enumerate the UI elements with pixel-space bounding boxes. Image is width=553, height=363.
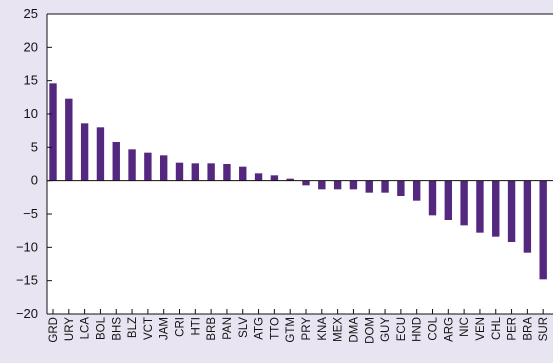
x-tick-label-hnd: HND <box>412 317 424 342</box>
x-tick-label-pan: PAN <box>222 317 234 340</box>
x-tick-label-arg: ARG <box>443 317 455 342</box>
bar-blz <box>128 149 136 181</box>
bar-tto <box>270 175 279 181</box>
y-tick-label: −10 <box>16 239 38 254</box>
bar-chl <box>492 180 500 237</box>
y-tick-label: 25 <box>24 6 38 21</box>
bar-ven <box>476 180 484 233</box>
axes-group <box>46 13 553 315</box>
bar-brb <box>207 163 215 181</box>
x-tick-label-grd: GRD <box>48 317 60 343</box>
bar-pry <box>302 180 310 186</box>
x-tick-label-hti: HTI <box>190 317 202 336</box>
x-tick-label-kna: KNA <box>317 317 329 341</box>
bar-per <box>507 180 516 242</box>
y-tick-label: 10 <box>24 106 38 121</box>
x-tick-label-chl: CHL <box>491 316 503 340</box>
bar-gtm <box>286 178 294 181</box>
x-tick-label-per: PER <box>507 317 519 341</box>
bars-group <box>49 83 547 280</box>
bar-jam <box>159 155 168 181</box>
bar-cri <box>175 162 184 181</box>
x-tick-label-sur: SUR <box>538 317 550 341</box>
x-tick-label-col: COL <box>428 316 440 340</box>
y-tick-label: 20 <box>24 39 38 54</box>
x-tick-label-slv: SLV <box>238 317 250 338</box>
x-tick-label-dma: DMA <box>348 317 360 343</box>
bar-atg <box>254 173 263 181</box>
x-tick-label-nic: NIC <box>459 317 471 337</box>
bar-pan <box>223 164 231 181</box>
bar-hti <box>191 163 200 181</box>
bar-vct <box>144 152 152 181</box>
x-tick-label-jam: JAM <box>159 317 171 340</box>
y-tick-label: 15 <box>24 73 38 88</box>
x-tick-label-blz: BLZ <box>127 317 139 338</box>
bar-ecu <box>397 180 405 196</box>
bar-sur <box>539 180 547 280</box>
x-tick-label-brb: BRB <box>206 317 218 341</box>
bar-nic <box>460 180 468 226</box>
y-tick-label: 5 <box>31 139 38 154</box>
x-tick-label-ury: URY <box>64 317 76 341</box>
bar-slv <box>239 166 247 181</box>
bar-arg <box>444 180 453 220</box>
y-tick-label: −5 <box>23 206 38 221</box>
x-tick-label-bol: BOL <box>95 316 107 340</box>
x-tick-label-bhs: BHS <box>111 317 123 341</box>
bar-hnd <box>412 180 421 201</box>
bar-guy <box>381 180 389 193</box>
y-axis-ticks: −20 −15 −10 −5 0 5 10 15 20 25 <box>16 6 52 321</box>
y-tick-label: −20 <box>16 306 38 321</box>
x-tick-label-pry: PRY <box>301 317 313 341</box>
bar-grd <box>49 83 57 181</box>
bar-ury <box>65 98 73 181</box>
x-tick-label-tto: TTO <box>269 317 281 340</box>
x-axis-ticks: GRD URY LCA BOL BHS BLZ VCT JAM CRI HTI BRB PAN SLV A… <box>48 309 550 344</box>
bar-col <box>428 180 437 216</box>
x-tick-label-atg: ATG <box>254 317 266 340</box>
x-tick-label-gtm: GTM <box>285 317 297 343</box>
bar-kna <box>318 180 326 190</box>
x-tick-label-bra: BRA <box>522 317 534 341</box>
bar-mex <box>333 180 342 190</box>
y-tick-label: −15 <box>16 273 38 288</box>
bar-lca <box>80 123 89 181</box>
bar-bhs <box>112 142 120 181</box>
bar-dma <box>349 180 358 190</box>
x-tick-label-guy: GUY <box>380 317 392 342</box>
x-tick-label-lca: LCA <box>80 317 92 340</box>
plot-area <box>47 14 553 314</box>
x-tick-label-vct: VCT <box>143 317 155 340</box>
x-tick-label-dom: DOM <box>364 317 376 344</box>
y-tick-label: 0 <box>31 173 38 188</box>
x-tick-label-cri: CRI <box>175 317 187 337</box>
x-tick-label-ecu: ECU <box>396 317 408 341</box>
x-tick-label-mex: MEX <box>333 317 345 342</box>
x-tick-label-ven: VEN <box>475 317 487 341</box>
bar-bol <box>96 127 105 181</box>
bar-dom <box>365 180 373 193</box>
bar-bra <box>523 180 532 253</box>
